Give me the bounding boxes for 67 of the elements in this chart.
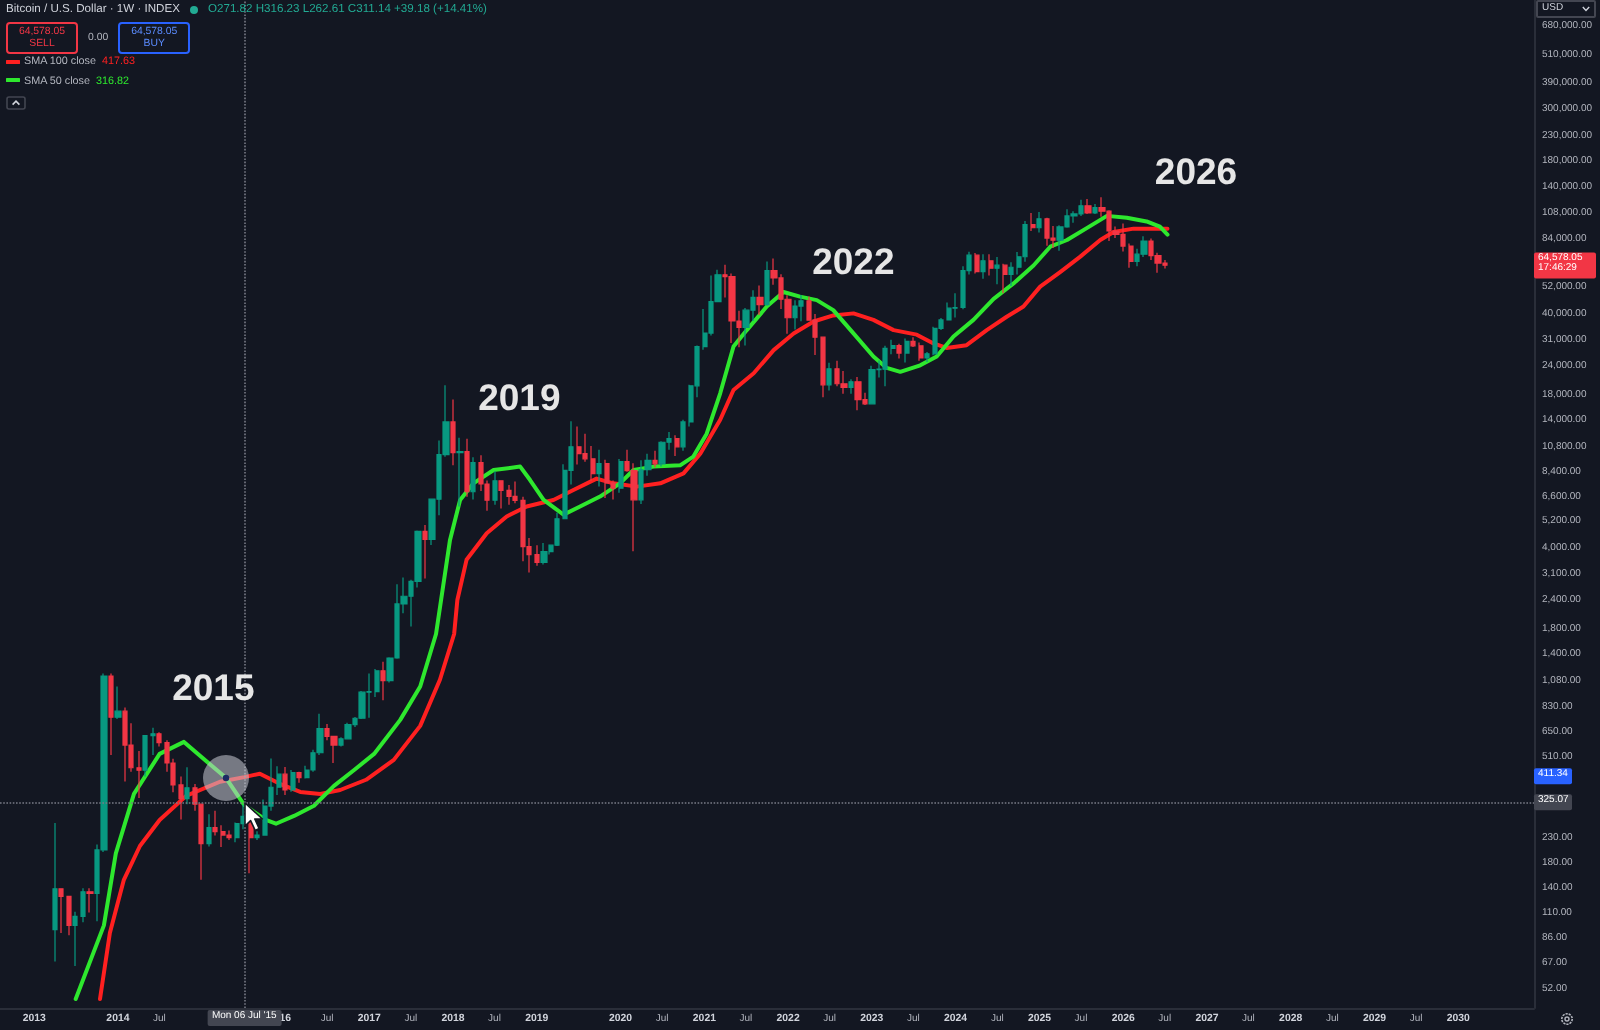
candlestick	[904, 337, 910, 364]
candlestick	[1030, 212, 1036, 232]
candlestick	[282, 766, 288, 796]
candlestick	[882, 345, 888, 387]
candlestick	[988, 253, 994, 277]
candlestick	[206, 813, 212, 848]
candlestick	[764, 260, 770, 307]
candlestick	[674, 434, 680, 457]
candlestick	[86, 887, 94, 914]
candlestick	[1078, 199, 1084, 217]
candlestick	[596, 449, 602, 488]
candlestick	[798, 294, 804, 322]
candlestick	[728, 272, 736, 344]
candlestick	[66, 895, 72, 936]
candlestick	[576, 425, 582, 466]
candlestick	[506, 484, 512, 506]
candlestick	[918, 341, 924, 362]
candlestick	[896, 343, 902, 360]
candlestick	[1092, 203, 1098, 215]
candlestick	[540, 542, 548, 566]
annotation: 2026	[1154, 150, 1238, 194]
candlestick	[344, 722, 352, 741]
candlestick	[450, 398, 456, 466]
candlestick	[854, 376, 862, 411]
candlestick	[184, 766, 190, 805]
candlestick	[618, 458, 624, 494]
candlestick	[58, 887, 64, 934]
candlestick	[868, 365, 876, 405]
candlestick	[658, 440, 666, 468]
candlestick	[366, 672, 372, 719]
annotation: 2019	[478, 376, 561, 420]
candlestick	[456, 437, 464, 508]
candlestick	[604, 459, 610, 499]
candlestick	[974, 252, 980, 274]
candlestick	[638, 459, 644, 505]
candlestick	[290, 769, 296, 793]
candlestick	[756, 284, 764, 316]
candlestick	[834, 360, 840, 387]
candlestick	[1140, 235, 1148, 258]
candlestick	[1050, 225, 1056, 249]
candlestick	[464, 438, 470, 498]
candlestick	[848, 378, 854, 395]
candlestick	[470, 456, 476, 501]
candlestick	[980, 253, 986, 280]
candlestick	[1044, 217, 1050, 247]
candlestick	[792, 299, 798, 331]
candlestick	[1084, 198, 1092, 215]
candlestick	[534, 544, 540, 567]
candlestick	[226, 829, 232, 841]
candlestick	[1002, 263, 1008, 294]
annotation: 2022	[812, 239, 895, 284]
candlestick	[422, 524, 428, 580]
candlestick	[652, 450, 658, 468]
candlestick	[1036, 211, 1042, 234]
candlestick	[492, 470, 498, 506]
candlestick	[380, 661, 386, 701]
candlestick	[52, 822, 58, 963]
candlestick	[114, 685, 122, 720]
annotation: 2015	[172, 666, 255, 710]
candlestick	[994, 256, 1000, 285]
candlestick	[108, 672, 114, 756]
candlestick	[122, 706, 128, 783]
candlestick	[826, 362, 832, 392]
candlestick	[498, 479, 504, 510]
candlestick	[142, 734, 148, 778]
candlestick	[932, 326, 938, 356]
candlestick	[296, 771, 302, 784]
